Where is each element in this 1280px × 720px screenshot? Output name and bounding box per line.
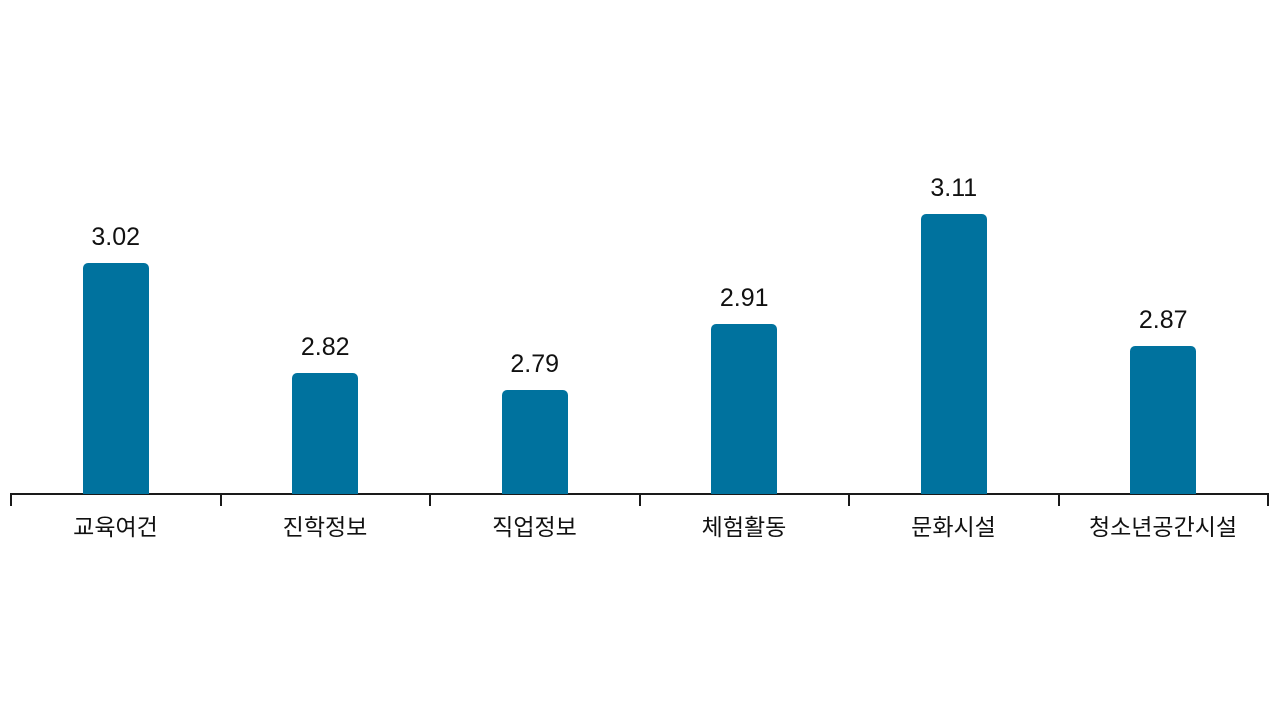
value-label: 3.11 [930,173,978,202]
x-axis-tick [219,493,222,506]
x-axis-tick [638,493,641,506]
value-label: 2.82 [300,333,350,361]
category-label: 청소년공간시설 [1088,515,1238,541]
bar [1130,345,1197,494]
category-label: 직업정보 [492,515,577,541]
bar [501,389,568,494]
category-label: 체험활동 [701,515,787,541]
x-axis-tick [429,493,431,506]
x-axis-tick [10,493,12,506]
bar [292,373,359,494]
category-label: 진학정보 [282,515,368,541]
value-label: 2.79 [510,349,560,378]
category-label: 교육여건 [73,515,158,541]
bar [920,213,987,494]
value-label: 2.91 [719,283,769,312]
bar [711,323,778,494]
x-axis-tick [1267,493,1269,506]
x-axis-tick [1057,493,1060,506]
bar [82,263,149,494]
value-label: 3.02 [91,223,141,251]
x-axis-tick [848,493,850,506]
value-label: 2.87 [1138,305,1188,334]
category-label: 문화시설 [911,515,996,541]
